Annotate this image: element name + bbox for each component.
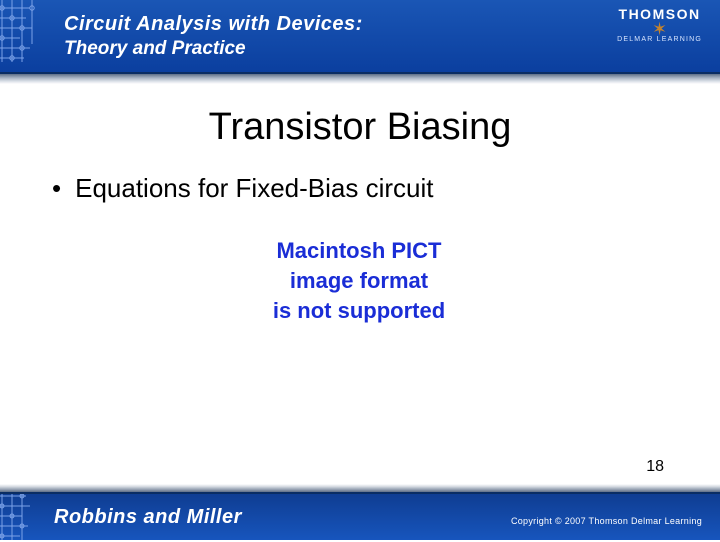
top-header: Circuit Analysis with Devices: Theory an… [0,0,720,72]
book-title-line1: Circuit Analysis with Devices: [64,13,363,36]
slide-content: Transistor Biasing • Equations for Fixed… [0,90,720,204]
footer-circuit-decoration [0,494,52,542]
bullet-item: • Equations for Fixed-Bias circuit [52,173,670,204]
error-line1: Macintosh PICT [247,236,471,266]
brand-star-icon: ✶ [617,22,702,36]
publisher-brand: THOMSON ✶ DELMAR LEARNING [617,6,702,43]
pict-error-message: Macintosh PICT image format is not suppo… [247,236,471,326]
header-shadow [0,72,720,84]
brand-subtitle: DELMAR LEARNING [617,36,702,43]
book-title-line2: Theory and Practice [64,38,363,60]
error-line2: image format [247,266,471,296]
copyright: Copyright © 2007 Thomson Delmar Learning [511,516,702,526]
authors: Robbins and Miller [54,506,242,529]
header-circuit-decoration [0,0,62,72]
bottom-footer: Robbins and Miller Copyright © 2007 Thom… [0,492,720,540]
book-title: Circuit Analysis with Devices: Theory an… [64,13,363,60]
page-number: 18 [646,458,664,476]
slide-title: Transistor Biasing [50,106,670,149]
bullet-marker: • [52,173,61,203]
bullet-text: Equations for Fixed-Bias circuit [75,173,433,204]
error-line3: is not supported [247,296,471,326]
footer-shadow [0,484,720,492]
